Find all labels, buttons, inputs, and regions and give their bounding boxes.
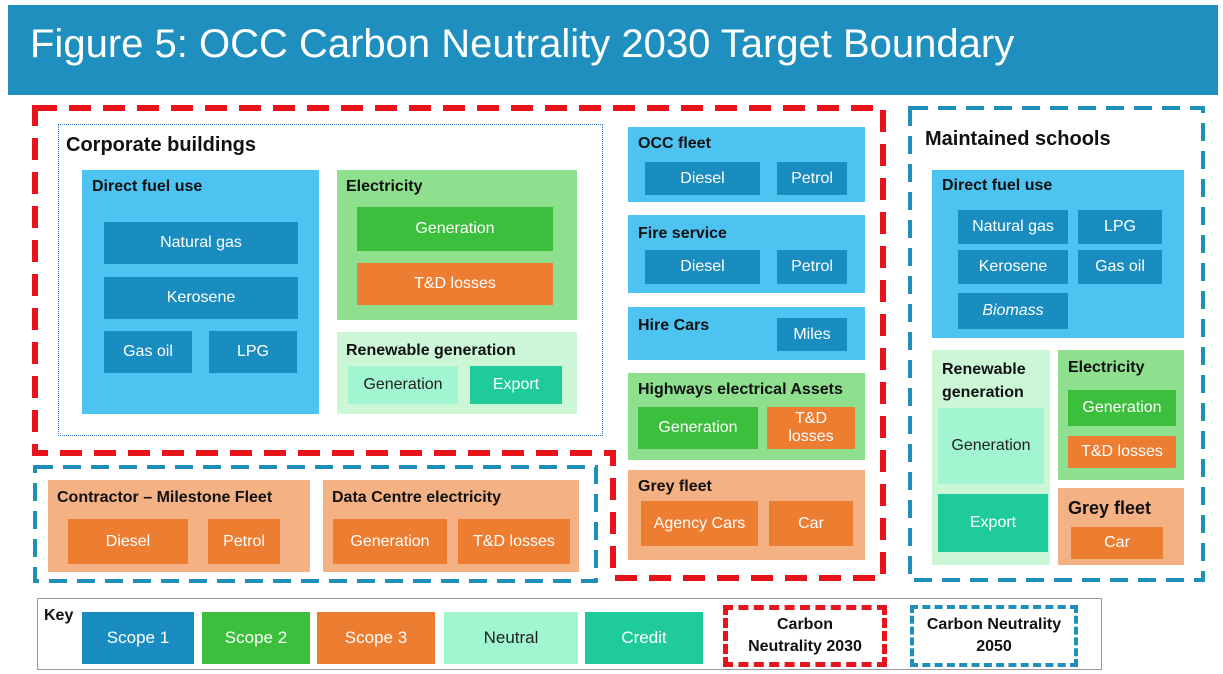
container-title: Fire service <box>638 225 727 242</box>
item: Generation <box>638 407 758 449</box>
container-title: Highways electrical Assets <box>638 381 843 398</box>
item: Gas oil <box>1078 250 1162 284</box>
key-item: Scope 1 <box>82 612 194 664</box>
item: Generation <box>357 207 553 251</box>
item: T&D losses <box>458 519 570 564</box>
item: Diesel <box>645 162 760 195</box>
item: LPG <box>1078 210 1162 244</box>
container-title: Hire Cars <box>638 317 710 334</box>
container-title: Electricity <box>346 178 423 195</box>
item: Generation <box>333 519 447 564</box>
item: Diesel <box>645 250 760 284</box>
item: Natural gas <box>958 210 1068 244</box>
key-item: Scope 2 <box>202 612 310 664</box>
item: Petrol <box>777 250 847 284</box>
group-title: Maintained schools <box>925 128 1111 150</box>
item: Gas oil <box>104 331 192 373</box>
header-bar <box>8 5 1218 95</box>
key-title: Key <box>44 607 74 624</box>
item: Miles <box>777 318 847 351</box>
item: Petrol <box>208 519 280 564</box>
key-item: Carbon Neutrality 2050 <box>910 605 1078 667</box>
container-title: Contractor – Milestone Fleet <box>57 489 273 506</box>
item: Biomass <box>958 293 1068 329</box>
item: Natural gas <box>104 222 298 264</box>
container-title: Direct fuel use <box>92 178 203 195</box>
item: Generation <box>938 408 1044 484</box>
boundary-2050 <box>908 106 1205 582</box>
key-item: Carbon Neutrality 2030 <box>723 605 887 667</box>
item: Petrol <box>777 162 847 195</box>
key-box <box>37 598 1102 670</box>
key-item: Credit <box>585 612 703 664</box>
container-title: OCC fleet <box>638 135 711 152</box>
item: T&D losses <box>357 263 553 305</box>
container-title: Data Centre electricity <box>332 489 501 506</box>
item: T&D losses <box>1068 436 1176 468</box>
boundary-2030 <box>32 105 886 581</box>
item: Generation <box>1068 390 1176 426</box>
item: Kerosene <box>958 250 1068 284</box>
key-item: Neutral <box>444 612 578 664</box>
container-title: Grey fleet <box>638 478 712 495</box>
item: T&D losses <box>767 407 855 449</box>
container-title: Renewable generation <box>346 342 516 359</box>
container-title: Grey fleet <box>1068 498 1152 518</box>
item: Car <box>1071 527 1163 559</box>
item: Generation <box>348 366 458 404</box>
item: Diesel <box>68 519 188 564</box>
boundary-2050 <box>33 465 598 583</box>
corporate-box <box>58 124 603 436</box>
item: Export <box>938 494 1048 552</box>
container-title: Electricity <box>1068 359 1145 376</box>
container-title: Renewable generation <box>942 361 1026 401</box>
item: Kerosene <box>104 277 298 319</box>
key-item: Scope 3 <box>317 612 435 664</box>
item: Agency Cars <box>641 501 758 546</box>
title: Figure 5: OCC Carbon Neutrality 2030 Tar… <box>30 22 1015 66</box>
item: LPG <box>209 331 297 373</box>
item: Car <box>769 501 853 546</box>
container-title: Direct fuel use <box>942 177 1053 194</box>
group-title: Corporate buildings <box>66 134 256 156</box>
item: Export <box>470 366 562 404</box>
